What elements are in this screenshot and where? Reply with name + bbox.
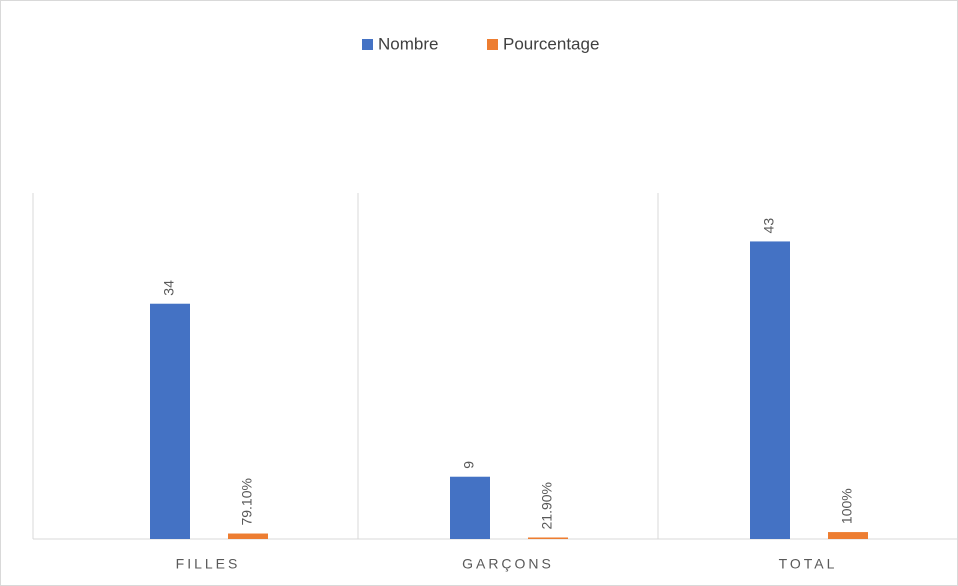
bar <box>528 537 568 539</box>
legend-label: Nombre <box>378 34 438 53</box>
data-label: 34 <box>161 280 177 296</box>
legend-swatch <box>487 39 498 50</box>
data-label: 21.90% <box>539 482 555 529</box>
x-tick-label: FILLES <box>176 556 241 572</box>
x-tick-label: GARÇONS <box>462 556 554 572</box>
bar <box>150 303 190 539</box>
data-label: 9 <box>461 461 477 469</box>
bar <box>828 532 868 539</box>
bar <box>750 241 790 539</box>
data-label: 79.10% <box>239 478 255 525</box>
data-label: 100% <box>839 488 855 524</box>
data-label: 43 <box>761 218 777 234</box>
legend-swatch <box>362 39 373 50</box>
x-tick-label: TOTAL <box>779 556 838 572</box>
bar <box>228 533 268 539</box>
bar <box>450 476 490 539</box>
legend-label: Pourcentage <box>503 34 599 53</box>
